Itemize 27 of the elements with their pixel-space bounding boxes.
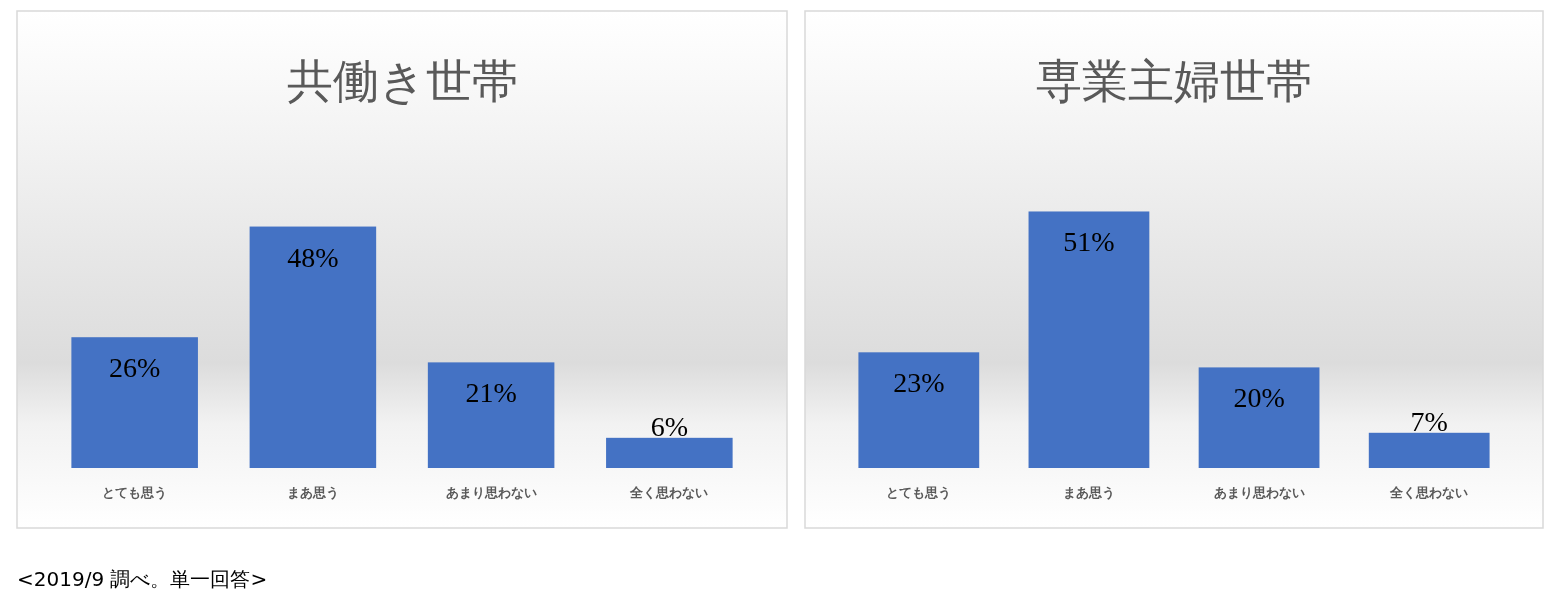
x-tick-label: とても思う [886, 485, 952, 500]
x-tick-label: とても思う [102, 485, 168, 500]
bar [1028, 211, 1150, 468]
data-label: 23% [893, 367, 945, 399]
bar [1368, 432, 1490, 468]
bar [606, 437, 733, 468]
data-label: 7% [1410, 405, 1448, 437]
bar [427, 362, 555, 468]
bar [71, 337, 198, 468]
chart-title: 共働き世帯 [286, 54, 518, 108]
data-label: 51% [1063, 226, 1115, 258]
data-label: 48% [287, 241, 339, 273]
data-label: 26% [108, 352, 161, 384]
text: <2019/9 調べ。単一回答> [17, 567, 268, 591]
bar [1198, 367, 1320, 468]
data-label: 21% [465, 377, 517, 409]
bar [858, 352, 980, 468]
x-tick-label: まあ思う [286, 485, 339, 500]
x-tick-label: 全く思わない [629, 485, 709, 500]
data-label: 6% [650, 410, 689, 442]
bar [249, 226, 377, 468]
x-tick-label: あまり思わない [1213, 485, 1305, 500]
x-tick-label: あまり思わない [445, 485, 537, 500]
x-tick-label: まあ思う [1062, 485, 1115, 500]
chart-title: 専業主婦世帯 [1036, 54, 1312, 108]
x-tick-label: 全く思わない [1389, 485, 1469, 500]
data-label: 20% [1233, 382, 1285, 414]
